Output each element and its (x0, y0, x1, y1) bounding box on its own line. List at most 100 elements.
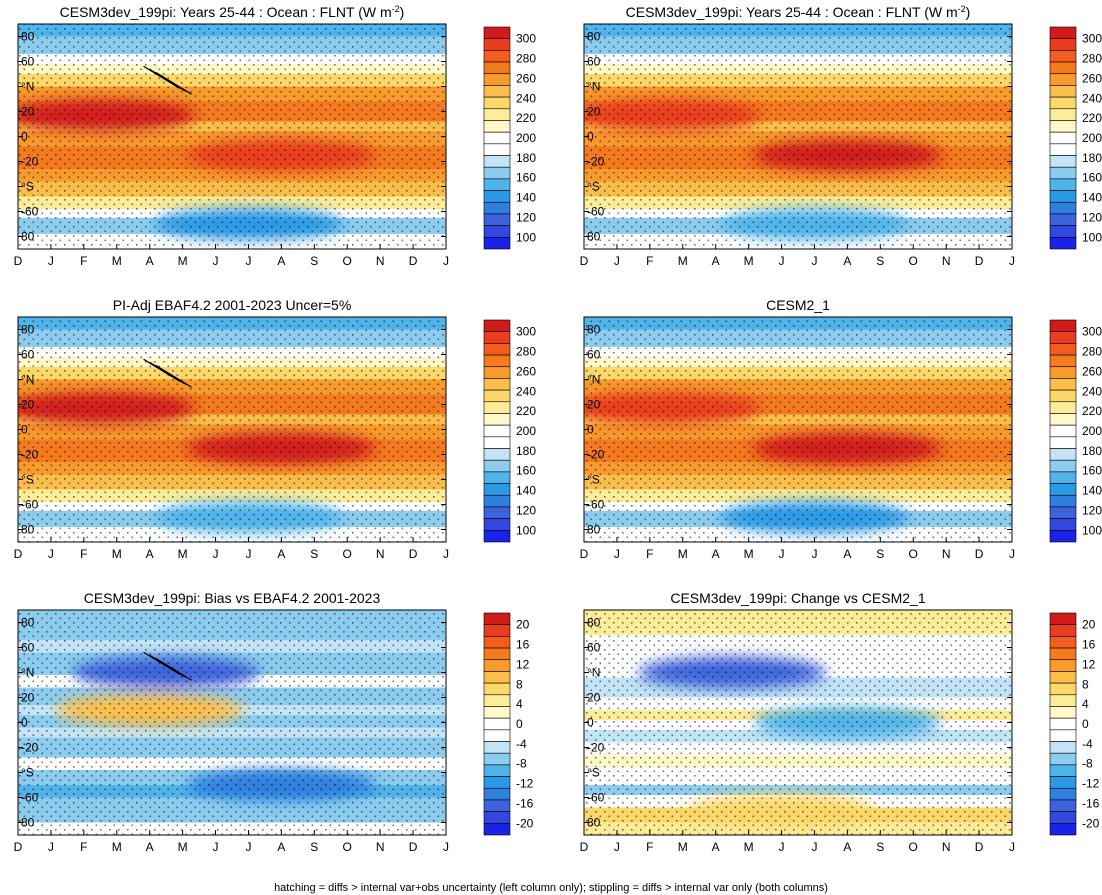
colorbar-label: 300 (516, 325, 536, 339)
colorbar-swatch (1049, 73, 1077, 86)
x-tick-label: D (409, 547, 418, 561)
y-tick-label: 60 (587, 348, 601, 362)
colorbar-swatch (483, 776, 511, 789)
colorbar-swatch (483, 811, 511, 824)
x-tick-label: J (48, 547, 54, 561)
colorbar-swatch (483, 518, 511, 531)
x-tick-label: F (646, 254, 653, 268)
colorbar-swatch (483, 706, 511, 719)
colorbar-swatch (483, 319, 511, 332)
x-tick-label: S (876, 840, 884, 854)
x-tick-label: S (876, 254, 884, 268)
y-tick-label: °S (587, 766, 600, 780)
x-tick-label: D (975, 547, 984, 561)
y-tick-label: 20 (587, 398, 601, 412)
colorbar-label: 180 (1082, 151, 1102, 165)
colorbar-label: 200 (1082, 131, 1102, 145)
colorbar-swatch (483, 424, 511, 438)
colorbar-swatch (483, 764, 511, 777)
y-tick-label: 60 (21, 641, 35, 655)
stippling (584, 317, 1012, 542)
x-tick-label: N (942, 840, 951, 854)
y-tick-label: °N (587, 373, 600, 387)
x-tick-label: J (443, 547, 449, 561)
panel-1: CESM3dev_199pi: Years 25-44 : Ocean : FL… (14, 4, 537, 268)
x-tick-label: D (580, 840, 589, 854)
x-tick-label: N (376, 840, 385, 854)
x-tick-label: J (614, 547, 620, 561)
colorbar-label: 220 (1082, 111, 1102, 125)
colorbar-label: 100 (516, 230, 536, 244)
colorbar-label: 280 (516, 345, 536, 359)
colorbar: 300 280 260 240 220 200 180 160 140 120 100 (1049, 26, 1102, 250)
colorbar-label: 220 (516, 111, 536, 125)
y-tick-label: 80 (587, 323, 601, 337)
y-tick-label: 20 (587, 691, 601, 705)
panel-title: PI-Adj EBAF4.2 2001-2023 Uncer=5% (113, 297, 352, 313)
colorbar-swatch (483, 752, 511, 766)
colorbar-swatch (1049, 120, 1077, 133)
x-tick-label: M (678, 840, 688, 854)
y-tick-label: 80 (21, 30, 35, 44)
colorbar-swatch (1049, 143, 1077, 156)
colorbar-swatch (483, 671, 511, 684)
y-tick-label: 20 (21, 105, 35, 119)
x-tick-label: J (213, 547, 219, 561)
colorbar-swatch (1049, 823, 1077, 836)
colorbar-label: 100 (516, 523, 536, 537)
colorbar-swatch (1049, 706, 1077, 719)
colorbar-label: 240 (516, 91, 536, 105)
y-tick-label: 80 (587, 616, 601, 630)
x-tick-label: M (178, 840, 188, 854)
colorbar: 300 280 260 240 220 200 180 160 140 120 100 (483, 26, 536, 250)
x-tick-label: J (245, 840, 251, 854)
x-tick-label: D (975, 840, 984, 854)
colorbar-label: -16 (516, 796, 534, 810)
colorbar-swatch (483, 131, 511, 145)
x-tick-label: N (376, 547, 385, 561)
x-tick-label: J (213, 254, 219, 268)
x-tick-label: S (310, 254, 318, 268)
x-tick-label: M (744, 840, 754, 854)
y-tick-label: °S (587, 180, 600, 194)
colorbar-swatch (483, 225, 511, 238)
panel-field (18, 24, 446, 249)
colorbar-label: -16 (1082, 796, 1100, 810)
y-tick-label: °N (21, 373, 34, 387)
panel-title: CESM3dev_199pi: Bias vs EBAF4.2 2001-202… (84, 590, 381, 606)
colorbar-swatch (483, 729, 511, 742)
colorbar-swatch (483, 108, 511, 121)
colorbar-swatch (1049, 155, 1077, 168)
y-tick-label: 80 (21, 816, 35, 830)
colorbar-label: 0 (1082, 717, 1089, 731)
x-tick-label: N (942, 254, 951, 268)
colorbar-label: 240 (1082, 384, 1102, 398)
colorbar-swatch (1049, 647, 1077, 661)
colorbar-label: 280 (1082, 52, 1102, 66)
x-tick-label: A (146, 254, 154, 268)
colorbar-label: 8 (516, 677, 523, 691)
colorbar-swatch (1049, 741, 1077, 754)
colorbar-label: 200 (516, 131, 536, 145)
colorbar-label: 200 (516, 424, 536, 438)
colorbar-swatch (1049, 811, 1077, 824)
colorbar-swatch (1049, 225, 1077, 238)
x-tick-label: M (178, 254, 188, 268)
hatch-line (155, 657, 192, 681)
colorbar-label: 160 (516, 171, 536, 185)
x-tick-label: J (245, 547, 251, 561)
colorbar-swatch (1049, 343, 1077, 356)
y-tick-label: 80 (21, 616, 35, 630)
x-tick-label: A (146, 840, 154, 854)
panel-6: CESM3dev_199pi: Change vs CESM2_18060°N2… (580, 590, 1100, 854)
colorbar-swatch (1049, 494, 1077, 508)
colorbar-swatch (1049, 378, 1077, 391)
x-tick-label: J (614, 840, 620, 854)
colorbar-label: -20 (1082, 816, 1100, 830)
colorbar-label: 16 (1082, 638, 1096, 652)
x-tick-label: M (744, 254, 754, 268)
x-tick-label: N (942, 547, 951, 561)
x-tick-label: A (277, 254, 285, 268)
colorbar-swatch (483, 166, 511, 180)
